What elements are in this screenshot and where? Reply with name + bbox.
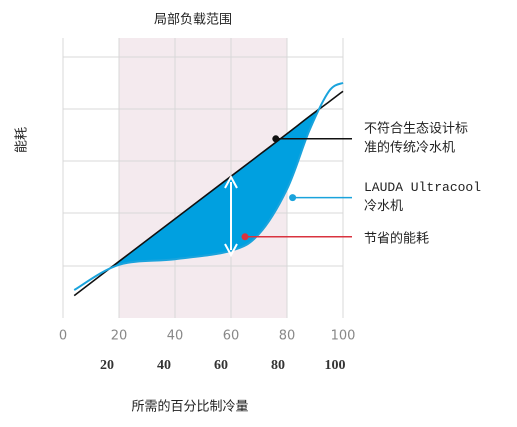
x-axis-label: 所需的百分比制冷量: [131, 399, 248, 415]
arrow-head: [224, 243, 238, 258]
annotation-text: LAUDA Ultracool: [364, 180, 481, 195]
x-tick-label: 60: [223, 329, 240, 344]
chart-title: 局部负载范围: [154, 13, 232, 28]
x-tick-label: 40: [167, 329, 184, 344]
secondary-x-tick-label: 80: [271, 358, 285, 373]
annotation-text: 节省的能耗: [364, 230, 429, 246]
series-line: [73, 90, 344, 297]
annotation-text: 冷水机: [364, 199, 403, 214]
annotation-text: 不符合生态设计标: [364, 120, 468, 136]
x-tick-label: 100: [331, 329, 356, 344]
secondary-x-tick-label: 60: [214, 358, 228, 373]
secondary-x-tick-label: 100: [325, 358, 346, 373]
x-tick-label: 20: [111, 329, 128, 344]
annotation-text: 准的传统冷水机: [364, 139, 455, 155]
annotation-dot: [272, 135, 280, 143]
x-tick-label: 0: [59, 329, 67, 344]
secondary-x-tick-label: 40: [157, 358, 171, 373]
arrow-head: [224, 174, 238, 189]
x-tick-label: 80: [279, 329, 296, 344]
annotation-dot: [289, 194, 297, 202]
secondary-x-tick-label: 20: [100, 358, 114, 373]
y-axis-label: 能耗: [15, 127, 30, 153]
annotation-dot: [241, 233, 249, 241]
series-line: [73, 81, 344, 291]
